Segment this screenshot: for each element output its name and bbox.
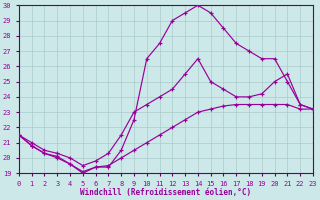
X-axis label: Windchill (Refroidissement éolien,°C): Windchill (Refroidissement éolien,°C) <box>80 188 252 197</box>
